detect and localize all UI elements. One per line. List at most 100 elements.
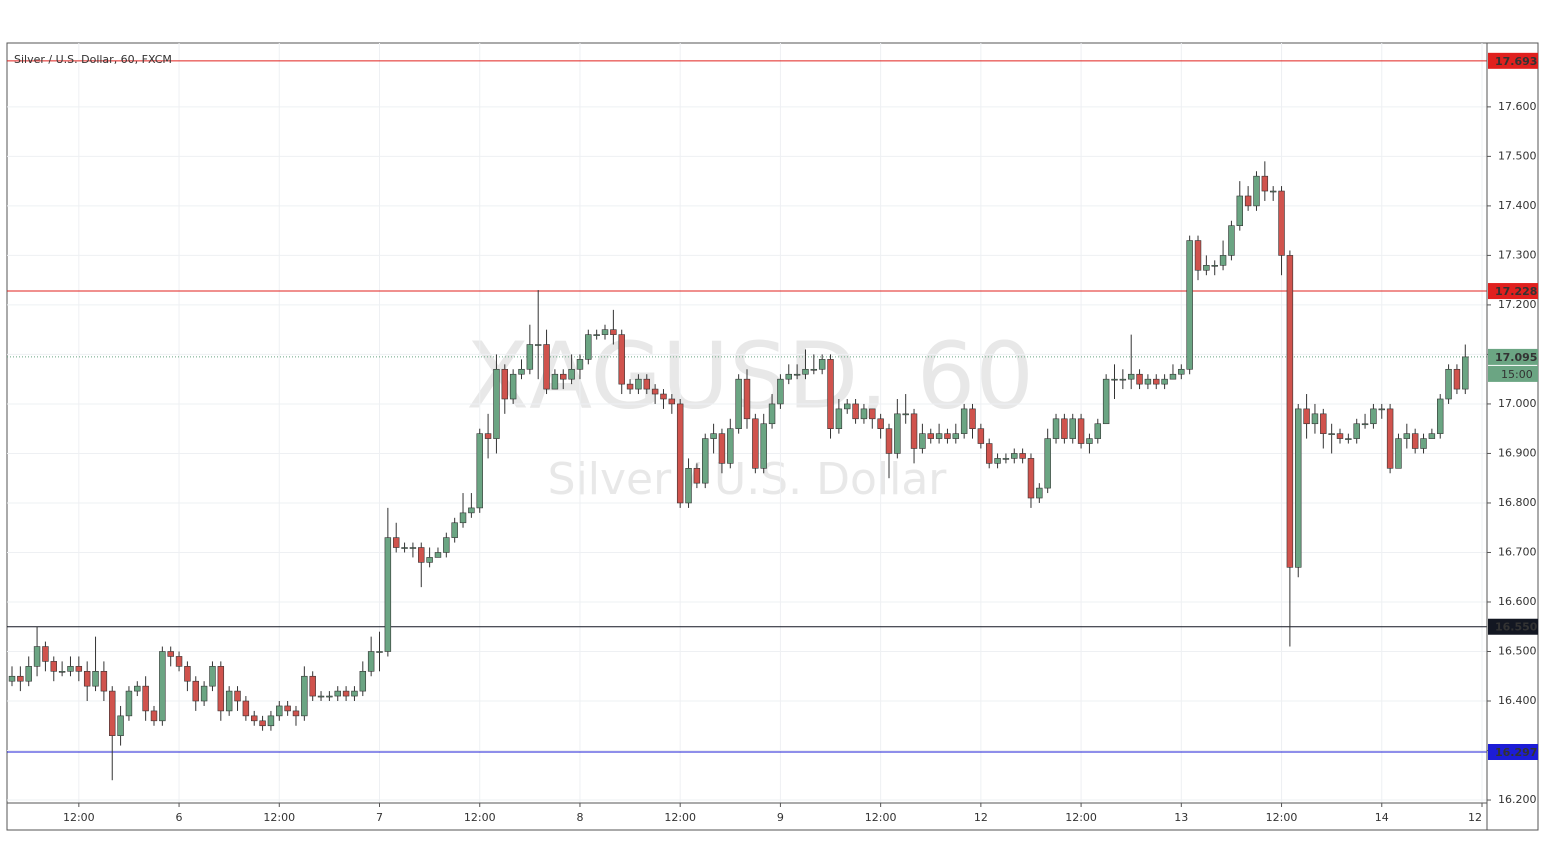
- candle-body: [1437, 398, 1444, 434]
- candle-body: [75, 666, 83, 672]
- candle-body: [242, 700, 250, 717]
- candle-body: [1069, 418, 1076, 439]
- candle-body: [17, 675, 24, 682]
- candle-body: [234, 690, 241, 702]
- candle-body: [543, 344, 550, 390]
- candle-body: [1411, 433, 1419, 449]
- candle-body: [83, 670, 91, 687]
- candle-body: [626, 383, 634, 390]
- levels: [7, 60, 1487, 753]
- candle-body: [568, 368, 575, 380]
- candle-body: [910, 413, 918, 449]
- candle-body: [434, 552, 442, 558]
- candle-body: [1453, 368, 1461, 390]
- candle-body: [827, 359, 834, 429]
- candle-body: [1420, 438, 1427, 449]
- candle-body: [1311, 413, 1319, 425]
- candle-body: [501, 368, 509, 400]
- candle-body: [1061, 418, 1068, 439]
- candle-body: [468, 507, 475, 514]
- candle-body: [1144, 378, 1152, 385]
- candle-body: [1370, 408, 1377, 425]
- candle-body: [852, 403, 859, 420]
- x-tick-label: 12:00: [464, 811, 496, 824]
- candle-body: [985, 443, 993, 464]
- candle-body: [718, 433, 726, 464]
- candle-body: [735, 378, 742, 429]
- level-label: 16.550: [1495, 621, 1538, 634]
- level-tag: [1488, 744, 1538, 761]
- level-tag: [1488, 618, 1538, 635]
- candle-body: [401, 547, 408, 549]
- candle-body: [1203, 265, 1210, 271]
- candle-body: [1269, 190, 1277, 193]
- candle-body: [1353, 423, 1360, 439]
- level-tag: [1488, 348, 1538, 365]
- candle-body: [1261, 175, 1269, 192]
- candle-body: [1194, 240, 1202, 271]
- candle-body: [1153, 378, 1160, 385]
- candle-body: [810, 368, 818, 371]
- candle-body: [459, 512, 467, 524]
- candle-body: [8, 675, 16, 682]
- candle-body: [1445, 368, 1452, 400]
- candle-body: [1244, 195, 1252, 207]
- candle-body: [209, 666, 216, 687]
- watermark-name: Silver / U.S. Dollar: [548, 454, 948, 505]
- candle-body: [376, 651, 383, 653]
- candle-body: [309, 675, 316, 697]
- candle-body: [25, 666, 32, 682]
- candle-body: [1395, 438, 1402, 469]
- candle-body: [601, 329, 609, 335]
- candle-body: [326, 695, 333, 698]
- candle-body: [593, 334, 600, 336]
- y-tick-label: 17.200: [1498, 298, 1537, 311]
- candle-body: [785, 373, 792, 380]
- y-tick-label: 17.000: [1498, 397, 1537, 410]
- candle-body: [685, 468, 692, 504]
- candle-body: [977, 428, 985, 444]
- candle-body: [919, 433, 926, 449]
- candle-body: [67, 666, 74, 672]
- candle-body: [200, 685, 208, 702]
- candle-body: [743, 378, 751, 420]
- candle-body: [902, 413, 909, 416]
- candle-body: [952, 433, 960, 439]
- candle-body: [267, 715, 275, 727]
- candle-body: [342, 690, 350, 697]
- candle-body: [1102, 378, 1110, 425]
- candle-body: [1403, 433, 1411, 439]
- candle-body: [1361, 423, 1369, 426]
- candle-body: [1219, 255, 1227, 266]
- candle-body: [1328, 433, 1335, 435]
- y-tick-label: 16.900: [1498, 446, 1537, 459]
- x-tick-label: 12:00: [664, 811, 696, 824]
- candle-body: [960, 408, 968, 434]
- candle-body: [551, 373, 559, 390]
- candle-body: [994, 458, 1001, 464]
- candle-body: [134, 685, 141, 692]
- candle-body: [1345, 438, 1352, 440]
- candle-body: [927, 433, 934, 439]
- candle-body: [651, 388, 659, 395]
- candle-body: [276, 705, 283, 717]
- countdown-label: 15:00: [1501, 368, 1533, 381]
- candle-body: [944, 433, 951, 439]
- y-tick-label: 16.400: [1498, 694, 1537, 707]
- candle-body: [142, 685, 149, 712]
- candle-body: [1228, 225, 1235, 256]
- countdown-tag: [1488, 365, 1538, 382]
- candle-body: [150, 710, 158, 722]
- candle-body: [793, 373, 801, 376]
- candle-body: [476, 433, 483, 509]
- candle-body: [125, 690, 133, 717]
- candle-body: [251, 715, 258, 722]
- candle-body: [1136, 373, 1143, 385]
- candle-body: [1002, 458, 1010, 460]
- x-tick-label: 8: [576, 811, 583, 824]
- candle-body: [50, 661, 57, 672]
- candle-body: [693, 468, 701, 484]
- candle-body: [802, 368, 809, 375]
- candle-body: [509, 373, 517, 400]
- candle-body: [860, 408, 868, 420]
